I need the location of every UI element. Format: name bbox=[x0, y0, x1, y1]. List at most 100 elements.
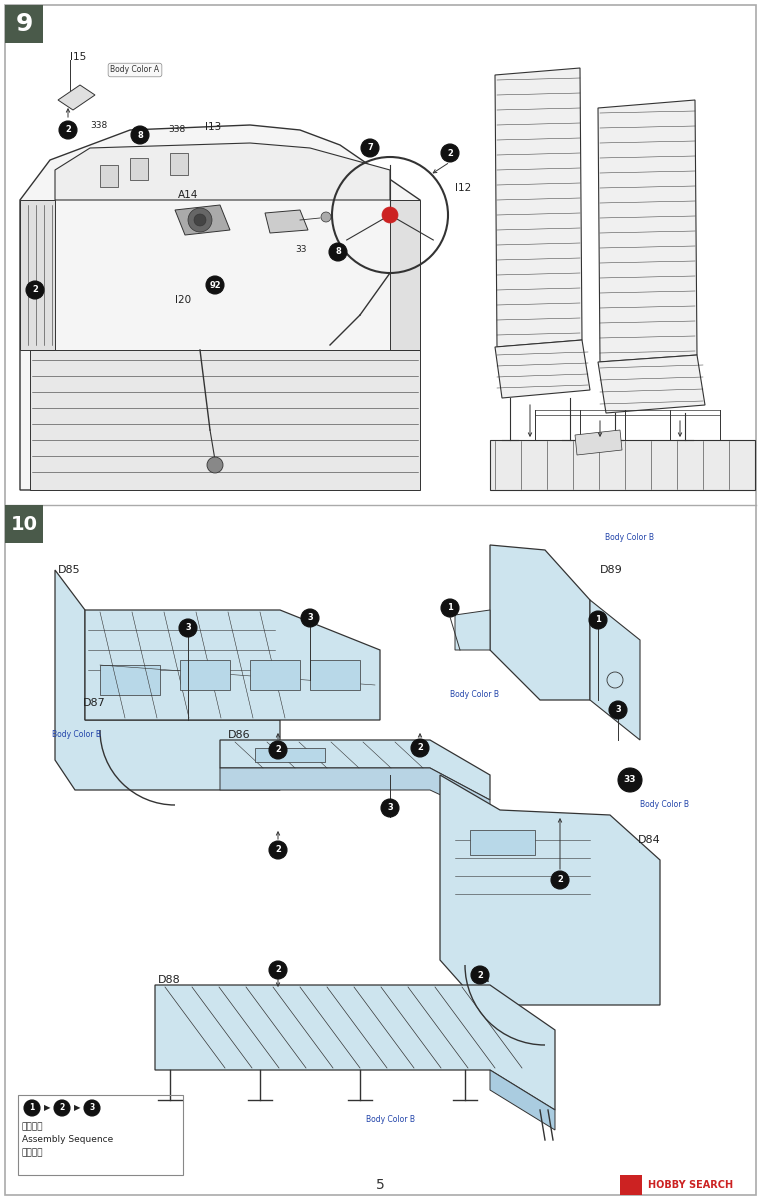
Text: D85: D85 bbox=[58, 565, 81, 575]
Polygon shape bbox=[590, 600, 640, 740]
Text: D87: D87 bbox=[83, 698, 106, 708]
FancyBboxPatch shape bbox=[620, 1175, 642, 1195]
Text: 2: 2 bbox=[65, 126, 71, 134]
Text: 2: 2 bbox=[275, 745, 281, 755]
Text: D86: D86 bbox=[228, 730, 250, 740]
Text: 2: 2 bbox=[32, 286, 38, 294]
FancyBboxPatch shape bbox=[180, 660, 230, 690]
Circle shape bbox=[607, 672, 623, 688]
Circle shape bbox=[329, 242, 347, 260]
Text: 5: 5 bbox=[376, 1178, 384, 1192]
Text: I20: I20 bbox=[175, 295, 191, 305]
Text: D84: D84 bbox=[638, 835, 661, 845]
Circle shape bbox=[207, 457, 223, 473]
Polygon shape bbox=[55, 570, 280, 790]
Text: 3: 3 bbox=[307, 613, 313, 623]
Circle shape bbox=[381, 799, 399, 817]
Text: 3: 3 bbox=[615, 706, 621, 714]
Circle shape bbox=[179, 619, 197, 637]
Polygon shape bbox=[220, 740, 490, 800]
Circle shape bbox=[441, 144, 459, 162]
Text: 33: 33 bbox=[624, 775, 636, 785]
Text: D89: D89 bbox=[600, 565, 622, 575]
Polygon shape bbox=[490, 545, 590, 700]
FancyBboxPatch shape bbox=[470, 830, 535, 854]
Text: Body Color B: Body Color B bbox=[605, 533, 654, 542]
Polygon shape bbox=[20, 200, 55, 350]
Circle shape bbox=[269, 740, 287, 758]
Text: 조립순서: 조립순서 bbox=[22, 1122, 43, 1130]
Circle shape bbox=[411, 739, 429, 757]
Polygon shape bbox=[175, 205, 230, 235]
Polygon shape bbox=[55, 143, 390, 200]
Polygon shape bbox=[455, 610, 490, 650]
Text: 9: 9 bbox=[15, 12, 33, 36]
Text: Body Color B: Body Color B bbox=[450, 690, 499, 698]
Polygon shape bbox=[598, 355, 705, 413]
Polygon shape bbox=[220, 768, 490, 818]
Circle shape bbox=[206, 276, 224, 294]
Polygon shape bbox=[265, 210, 308, 233]
Text: I15: I15 bbox=[70, 52, 86, 62]
Text: 92: 92 bbox=[209, 281, 221, 289]
Text: 組立順番: 組立順番 bbox=[22, 1148, 43, 1157]
Polygon shape bbox=[495, 68, 582, 347]
Text: 10: 10 bbox=[11, 515, 37, 534]
Text: 2: 2 bbox=[477, 971, 483, 979]
Text: ▶: ▶ bbox=[74, 1104, 80, 1112]
Circle shape bbox=[551, 871, 569, 889]
Text: I12: I12 bbox=[455, 182, 471, 193]
Polygon shape bbox=[58, 85, 95, 110]
Circle shape bbox=[589, 611, 607, 629]
Circle shape bbox=[441, 599, 459, 617]
Text: 2: 2 bbox=[447, 149, 453, 157]
Text: ▶: ▶ bbox=[43, 1104, 50, 1112]
FancyBboxPatch shape bbox=[310, 660, 360, 690]
Text: I13: I13 bbox=[205, 122, 221, 132]
Text: HOBBY SEARCH: HOBBY SEARCH bbox=[648, 1180, 733, 1190]
FancyBboxPatch shape bbox=[5, 5, 43, 43]
Circle shape bbox=[269, 841, 287, 859]
Text: Body Color B: Body Color B bbox=[640, 800, 689, 809]
Text: 3: 3 bbox=[89, 1104, 94, 1112]
Text: 8: 8 bbox=[335, 247, 341, 257]
FancyBboxPatch shape bbox=[100, 665, 160, 695]
Text: 2: 2 bbox=[557, 876, 563, 884]
Circle shape bbox=[321, 212, 331, 222]
Text: 8: 8 bbox=[137, 131, 143, 139]
Circle shape bbox=[471, 966, 489, 984]
Circle shape bbox=[618, 768, 642, 792]
Text: 1: 1 bbox=[595, 616, 601, 624]
Circle shape bbox=[131, 126, 149, 144]
Circle shape bbox=[269, 961, 287, 979]
Text: 338: 338 bbox=[90, 120, 107, 130]
Text: 338: 338 bbox=[168, 126, 185, 134]
FancyBboxPatch shape bbox=[170, 152, 188, 175]
FancyBboxPatch shape bbox=[250, 660, 300, 690]
Text: D88: D88 bbox=[158, 974, 181, 985]
Text: Assembly Sequence: Assembly Sequence bbox=[22, 1135, 113, 1144]
Circle shape bbox=[59, 121, 77, 139]
Polygon shape bbox=[440, 775, 660, 1006]
Circle shape bbox=[382, 206, 398, 223]
Text: Body Color A: Body Color A bbox=[110, 66, 160, 74]
Text: 7: 7 bbox=[367, 144, 373, 152]
Polygon shape bbox=[495, 340, 590, 398]
Text: Body Color B: Body Color B bbox=[52, 730, 101, 739]
Polygon shape bbox=[30, 350, 420, 490]
Text: 3: 3 bbox=[387, 804, 393, 812]
Text: Body Color B: Body Color B bbox=[365, 1115, 415, 1124]
Polygon shape bbox=[490, 1070, 555, 1130]
FancyBboxPatch shape bbox=[130, 158, 148, 180]
Circle shape bbox=[609, 701, 627, 719]
Circle shape bbox=[361, 139, 379, 157]
Circle shape bbox=[84, 1100, 100, 1116]
Circle shape bbox=[301, 608, 319, 626]
Text: 33: 33 bbox=[295, 246, 307, 254]
Text: 2: 2 bbox=[417, 744, 423, 752]
FancyBboxPatch shape bbox=[5, 505, 43, 542]
FancyBboxPatch shape bbox=[100, 164, 118, 187]
Polygon shape bbox=[20, 125, 420, 490]
Circle shape bbox=[188, 208, 212, 232]
Text: 2: 2 bbox=[275, 966, 281, 974]
